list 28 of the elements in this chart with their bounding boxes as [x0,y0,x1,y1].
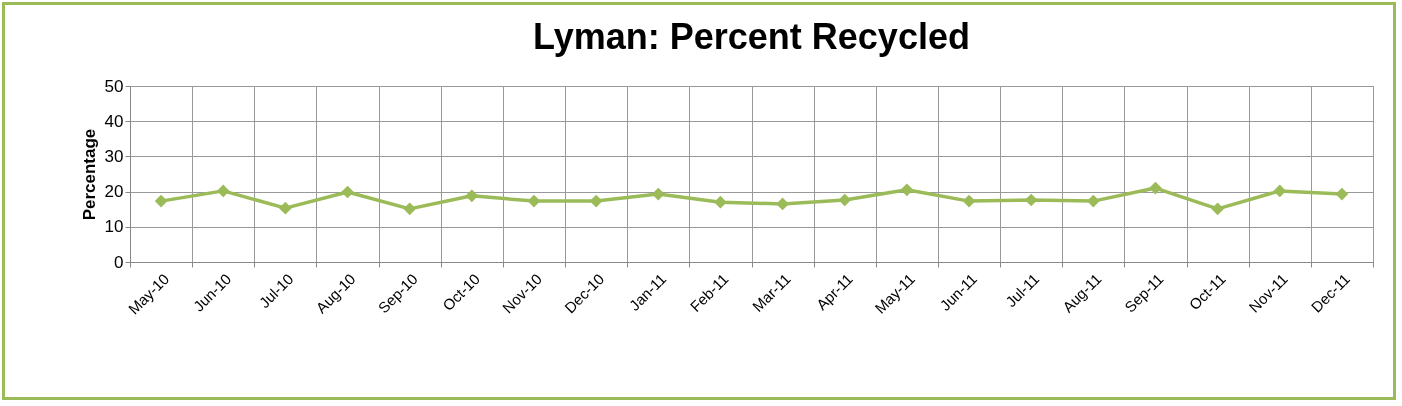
point [1273,184,1287,198]
y-tick-label: 40 [104,111,124,131]
point [962,194,976,208]
y-tick-label: 0 [114,252,124,272]
y-tick-label: 30 [104,146,124,166]
y-tick-label: 10 [104,217,124,237]
point [527,194,541,208]
point [341,185,354,199]
point [1149,181,1162,195]
point [838,193,852,207]
point [1087,194,1100,208]
chart-title: Lyman: Percent Recycled [533,16,970,57]
point [1211,202,1224,216]
point [1335,187,1349,201]
point [651,187,665,201]
point [403,202,416,216]
y-tick-label: 50 [104,76,124,96]
point [465,189,479,203]
point [714,195,727,209]
point [154,194,168,208]
point [279,201,292,215]
y-tick-label: 20 [104,182,124,202]
point [776,197,789,211]
point [216,184,230,198]
point [900,183,914,197]
point [589,194,603,208]
point [1024,193,1038,207]
y-axis-title: Percentage [79,128,99,221]
